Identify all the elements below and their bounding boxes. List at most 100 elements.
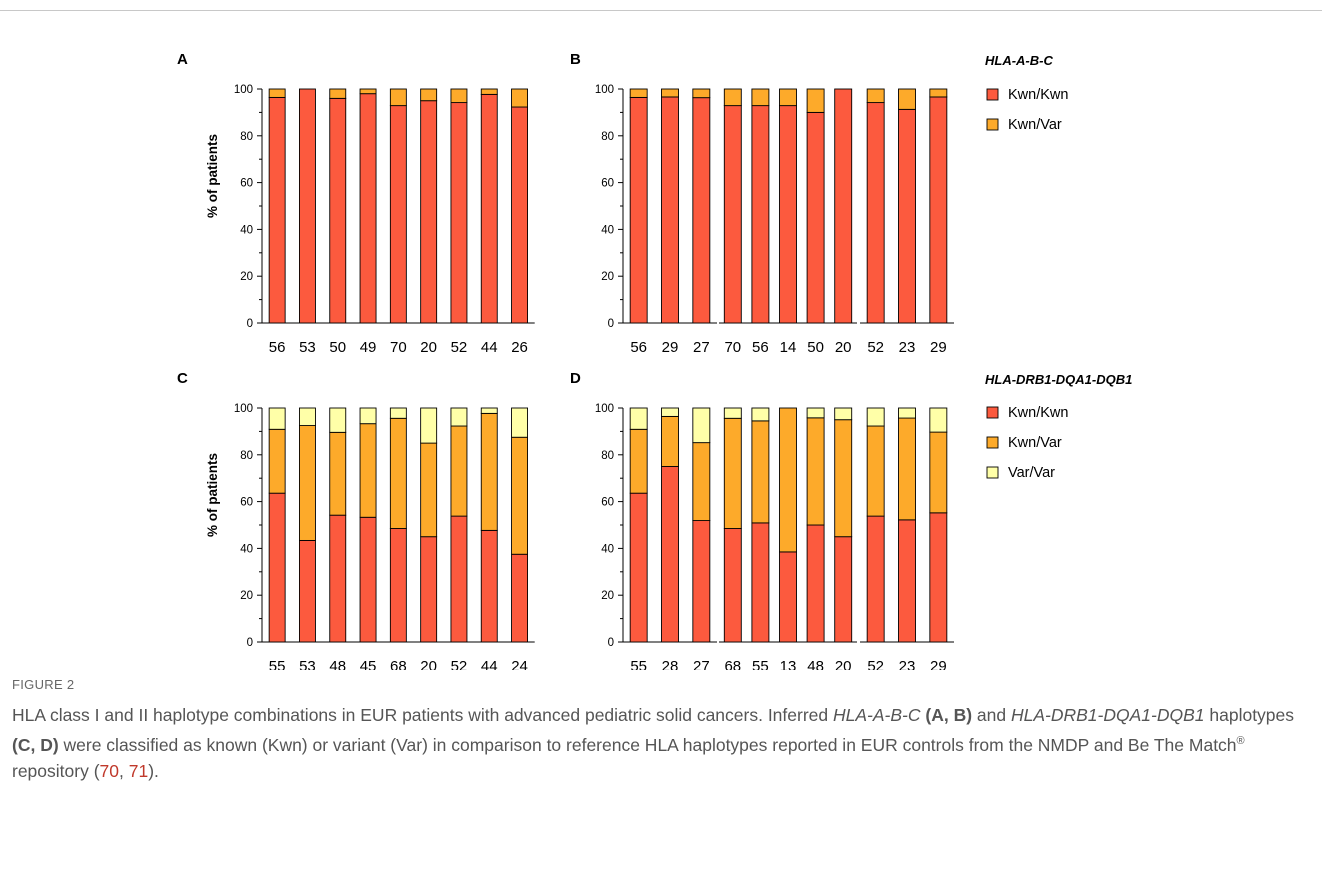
- y-tick-label: 20: [601, 590, 614, 602]
- bar-segment-kwn-var: [629, 428, 648, 494]
- caption-text-3: haplotypes: [1204, 705, 1295, 725]
- count-label: 44: [481, 339, 498, 356]
- caption-panels-1: (A, B): [925, 705, 973, 725]
- bar-segment-kwn-var: [866, 88, 885, 104]
- count-label: 29: [662, 339, 679, 356]
- bar-segment-kwn-kwn: [898, 108, 916, 324]
- bar-segment-kwn-kwn: [629, 96, 648, 324]
- y-axis-label-bottom: % of patients: [205, 453, 220, 537]
- panel-label-B: B: [570, 51, 581, 68]
- bar-segment-kwn-kwn: [450, 515, 468, 643]
- y-tick-label: 80: [601, 131, 614, 143]
- bar-segment-kwn-kwn: [450, 102, 468, 324]
- legend-label: Kwn/Var: [1008, 435, 1062, 451]
- count-label: 52: [867, 658, 884, 670]
- bar-segment-kwn-var: [480, 412, 498, 531]
- bar-segment-kwn-kwn: [420, 536, 438, 643]
- bar-segment-kwn-kwn: [268, 492, 286, 643]
- count-label: 23: [899, 658, 916, 670]
- count-label: 55: [752, 658, 769, 670]
- caption-gene-1: HLA-A-B-C: [833, 705, 921, 725]
- bar-segment-kwn-kwn: [329, 514, 347, 643]
- top-divider: [0, 10, 1322, 11]
- bar-segment-kwn-kwn: [692, 520, 711, 643]
- bar-segment-kwn-var: [329, 431, 347, 516]
- bar-segment-kwn-var: [898, 88, 916, 110]
- legend-swatch: [986, 118, 999, 131]
- count-label: 14: [780, 339, 797, 356]
- count-label: 50: [807, 339, 824, 356]
- count-label: 70: [724, 339, 741, 356]
- count-label: 56: [752, 339, 769, 356]
- bar-segment-kwn-var: [389, 417, 407, 529]
- count-label: 29: [930, 658, 947, 670]
- y-tick-label: 40: [240, 543, 253, 555]
- bar-segment-kwn-kwn: [866, 515, 885, 643]
- figure-caption: HLA class I and II haplotype combination…: [12, 702, 1302, 784]
- y-tick-label: 100: [234, 84, 253, 96]
- caption-ref-71[interactable]: 71: [128, 760, 149, 781]
- bar-segment-kwn-kwn: [751, 105, 770, 324]
- count-label: 28: [662, 658, 679, 670]
- panel-b: 0 20 40 60 80 100 56 29 27 70 56 14 50 20 52 23 29: [595, 84, 954, 356]
- bar-segment-var-var: [661, 407, 679, 417]
- count-label: 20: [420, 658, 437, 670]
- bar-segment-kwn-kwn: [929, 96, 948, 324]
- bar-segment-kwn-var: [450, 425, 468, 517]
- count-label: 49: [360, 339, 377, 356]
- count-label: 52: [451, 658, 468, 670]
- count-label: 56: [630, 339, 647, 356]
- bar-segment-kwn-var: [450, 88, 468, 104]
- bar-segment-kwn-kwn: [299, 88, 316, 324]
- figure-2-chart: A B C D % of patients % of patients 0 20 4…: [177, 51, 1132, 670]
- y-tick-label: 80: [240, 450, 253, 462]
- bar-segment-var-var: [389, 407, 407, 419]
- bar-segment-kwn-var: [866, 425, 885, 517]
- bar-segment-var-var: [751, 407, 770, 422]
- caption-gene-2: HLA-DRB1-DQA1-DQB1: [1010, 705, 1205, 725]
- panel-label-D: D: [570, 370, 581, 387]
- bar-segment-kwn-kwn: [834, 88, 853, 324]
- legend-label: Kwn/Var: [1008, 117, 1062, 133]
- y-tick-label: 60: [601, 497, 614, 509]
- panel-c: 02040608010055RMS53OS48EWS45NRSTS68NB20N…: [234, 403, 535, 670]
- y-tick-label: 80: [601, 450, 614, 462]
- bar-segment-kwn-var: [511, 436, 528, 555]
- legend-top: HLA-A-B-C Kwn/Kwn Kwn/Var: [985, 53, 1068, 133]
- bar-segment-kwn-var: [268, 88, 286, 98]
- panel-d: 02040608010055RMS28eRMS27aRMS68NB55MYCN-…: [595, 403, 954, 670]
- count-label: 27: [693, 339, 710, 356]
- y-tick-label: 0: [608, 637, 614, 649]
- count-label: 55: [269, 658, 286, 670]
- bar-segment-kwn-kwn: [751, 522, 770, 643]
- bar-segment-kwn-var: [692, 88, 711, 99]
- count-label: 20: [420, 339, 437, 356]
- bar-segment-kwn-var: [723, 88, 742, 107]
- bar-segment-kwn-kwn: [661, 466, 679, 643]
- bar-segment-kwn-kwn: [692, 97, 711, 324]
- caption-ref-70[interactable]: 70: [99, 760, 119, 781]
- bar-segment-kwn-kwn: [480, 93, 498, 324]
- bar-segment-kwn-kwn: [723, 528, 742, 643]
- y-tick-label: 100: [595, 403, 614, 415]
- y-tick-label: 60: [240, 497, 253, 509]
- bar-segment-kwn-kwn: [806, 111, 825, 324]
- y-tick-label: 20: [240, 271, 253, 283]
- y-tick-label: 0: [247, 318, 253, 330]
- bar-segment-kwn-var: [268, 428, 286, 494]
- bar-segment-kwn-kwn: [511, 553, 528, 643]
- caption-panels-2: (C, D): [12, 734, 59, 755]
- bar-segment-kwn-kwn: [629, 492, 648, 643]
- bar-segment-kwn-var: [420, 442, 438, 538]
- bar-segment-var-var: [806, 407, 825, 419]
- bar-segment-kwn-kwn: [866, 102, 885, 324]
- count-label: 45: [360, 658, 377, 670]
- bar-segment-var-var: [929, 407, 948, 433]
- y-tick-label: 60: [240, 178, 253, 190]
- bar-segment-kwn-var: [661, 415, 679, 467]
- count-label: 70: [390, 339, 407, 356]
- bar-segment-var-var: [359, 407, 377, 425]
- count-label: 20: [835, 658, 852, 670]
- bar-segment-kwn-var: [751, 88, 770, 107]
- bar-segment-var-var: [723, 407, 742, 419]
